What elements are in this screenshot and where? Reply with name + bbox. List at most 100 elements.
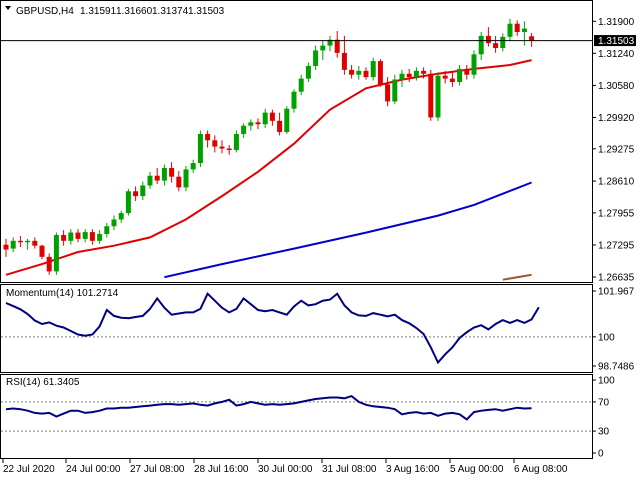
candle bbox=[413, 67, 419, 81]
candle bbox=[291, 89, 297, 113]
candle-body bbox=[392, 79, 398, 102]
candle-body bbox=[298, 78, 304, 92]
candle-body bbox=[17, 240, 23, 243]
candle-body bbox=[205, 133, 211, 141]
candle-body bbox=[327, 39, 333, 46]
candle bbox=[341, 35, 347, 75]
candle-body bbox=[485, 35, 491, 44]
candle bbox=[61, 230, 67, 246]
candle bbox=[464, 64, 470, 80]
candle bbox=[457, 64, 463, 86]
candle-body bbox=[140, 185, 146, 197]
candle bbox=[75, 229, 81, 243]
candle-body bbox=[428, 73, 434, 118]
rsi-panel[interactable]: RSI(14) 61.3405 100 70 30 0 bbox=[0, 374, 616, 460]
quote-close: 1.31503 bbox=[188, 6, 225, 17]
candle bbox=[421, 67, 427, 79]
quote-low: 1.31374 bbox=[152, 6, 189, 17]
candle bbox=[435, 72, 441, 121]
candle bbox=[219, 140, 225, 154]
candle-body bbox=[104, 226, 110, 235]
candle bbox=[277, 112, 283, 136]
candle bbox=[500, 33, 506, 52]
candle-body bbox=[183, 169, 189, 188]
candle bbox=[349, 64, 355, 79]
long-ma-line bbox=[502, 273, 532, 281]
candle-body bbox=[399, 73, 405, 80]
candle-body bbox=[61, 234, 67, 241]
main-panel[interactable]: GBPUSD,H4 1.31591 1.31660 1.31374 1.3150… bbox=[0, 0, 636, 284]
dropdown-triangle-icon[interactable] bbox=[5, 6, 11, 10]
candle bbox=[507, 18, 513, 41]
price-axis-tick-label: 1.30580 bbox=[598, 81, 635, 92]
candle-body bbox=[154, 175, 160, 181]
candle bbox=[327, 35, 333, 52]
candle-body bbox=[176, 176, 182, 188]
candle bbox=[169, 162, 175, 183]
candle bbox=[197, 130, 203, 167]
candle bbox=[377, 59, 383, 87]
candle-body bbox=[46, 256, 52, 272]
price-axis-tick-label: 1.27955 bbox=[598, 208, 635, 219]
candle bbox=[449, 72, 455, 87]
momentum-panel[interactable]: Momentum(14) 101.2714 101.967 100 98.7486 bbox=[0, 284, 635, 373]
moving-averages bbox=[5, 59, 532, 281]
candle bbox=[262, 108, 268, 129]
candle bbox=[53, 232, 59, 275]
candle bbox=[334, 30, 340, 58]
candle-body bbox=[82, 232, 88, 239]
price-axis-tick-label: 1.29920 bbox=[598, 113, 635, 124]
candle bbox=[255, 118, 261, 130]
candle bbox=[212, 135, 218, 153]
momentum-panel-border bbox=[0, 284, 593, 373]
current-price-label: 1.31503 bbox=[598, 36, 635, 47]
candle-body bbox=[334, 39, 340, 53]
candle-body bbox=[169, 167, 175, 177]
candle-body bbox=[68, 232, 74, 241]
candle-body bbox=[97, 234, 103, 241]
candle-body bbox=[529, 36, 535, 41]
candle-body bbox=[385, 84, 391, 102]
candle bbox=[104, 222, 110, 238]
candle-body bbox=[75, 232, 81, 239]
candle bbox=[478, 31, 484, 61]
candle-body bbox=[406, 73, 412, 78]
momentum-line bbox=[5, 292, 540, 365]
candle bbox=[133, 186, 139, 201]
candle bbox=[320, 40, 326, 61]
candle-body bbox=[219, 146, 225, 149]
candle bbox=[17, 235, 23, 248]
candle bbox=[183, 166, 189, 192]
candle bbox=[485, 27, 491, 47]
candle-body bbox=[507, 23, 513, 37]
candle bbox=[399, 69, 405, 87]
candle bbox=[406, 68, 412, 82]
candle-body bbox=[514, 23, 520, 32]
candle bbox=[269, 109, 275, 126]
candle-body bbox=[248, 122, 254, 126]
time-axis: 22 Jul 2020 24 Jul 00:00 27 Jul 08:00 28 Ju… bbox=[2, 459, 568, 475]
candle bbox=[514, 20, 520, 36]
candle bbox=[233, 130, 239, 153]
candle-body bbox=[262, 112, 268, 125]
slow-ma-line bbox=[164, 181, 532, 279]
candle-body bbox=[25, 240, 31, 243]
candle-body bbox=[133, 191, 139, 197]
candle-body bbox=[363, 70, 369, 78]
candle bbox=[493, 35, 499, 53]
candle-body bbox=[464, 68, 470, 75]
momentum-label: Momentum(14) 101.2714 bbox=[6, 288, 119, 299]
candle-body bbox=[53, 234, 59, 272]
candle-body bbox=[233, 133, 239, 150]
candle-body bbox=[277, 120, 283, 133]
rsi-axis-tick-label: 70 bbox=[598, 397, 610, 408]
candle bbox=[442, 70, 448, 84]
momentum-axis-tick-label: 98.7486 bbox=[598, 362, 635, 373]
candle bbox=[32, 237, 38, 249]
candle-body bbox=[370, 61, 376, 78]
candle-body bbox=[413, 70, 419, 78]
candle bbox=[111, 215, 117, 231]
candle bbox=[68, 229, 74, 245]
